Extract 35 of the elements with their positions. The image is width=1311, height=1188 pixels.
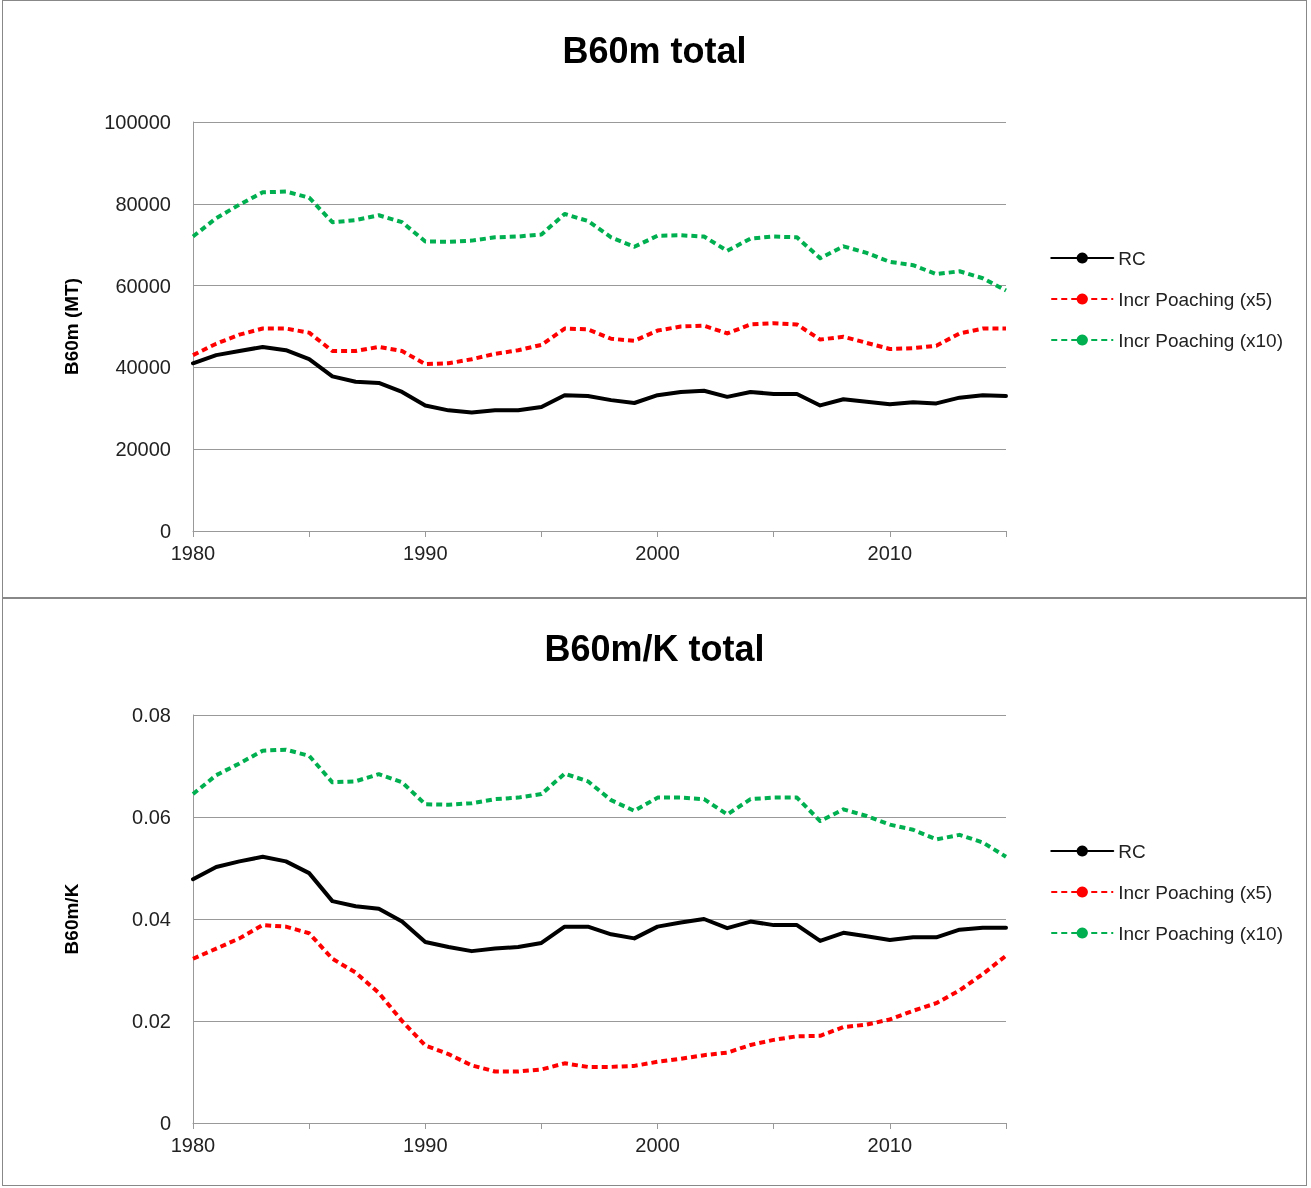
line-series	[191, 923, 1008, 1074]
line-series	[191, 321, 1008, 367]
x-tick-label: 1990	[403, 542, 448, 564]
line-series	[191, 189, 1008, 293]
y-tick-label: 0.06	[132, 806, 171, 828]
y-tick-label: 20000	[115, 438, 171, 461]
x-tick-label: 2010	[867, 542, 913, 564]
chart-title: B60m/K total	[544, 627, 765, 669]
legend-label: RC	[1118, 840, 1146, 862]
legend-label: Incr Poaching (x10)	[1118, 922, 1283, 944]
line-series	[191, 854, 1008, 954]
legend-label: Incr Poaching (x5)	[1118, 881, 1273, 903]
legend-label: Incr Poaching (x10)	[1118, 329, 1283, 351]
x-tick-label: 2000	[635, 1134, 680, 1156]
x-tick-label: 1990	[403, 1134, 448, 1156]
y-tick-label: 100000	[104, 111, 171, 133]
y-tick-label: 0.08	[132, 704, 171, 726]
x-tick-label: 1980	[170, 542, 216, 564]
x-tick-label: 2000	[635, 542, 680, 564]
y-tick-label: 0	[159, 1112, 171, 1134]
y-tick-label: 40000	[115, 356, 171, 379]
x-tick-label: 2010	[867, 1134, 913, 1156]
y-tick-label: 80000	[115, 192, 171, 215]
line-series	[191, 747, 1008, 859]
legend-label: Incr Poaching (x5)	[1118, 288, 1273, 310]
y-tick-label: 0	[159, 520, 171, 542]
line-series	[191, 344, 1008, 415]
chart-title: B60m total	[562, 29, 747, 71]
legend-label: RC	[1118, 247, 1146, 269]
y-axis-title: B60m (MT)	[61, 277, 82, 376]
x-tick-label: 1980	[170, 1134, 216, 1156]
y-tick-label: 60000	[115, 274, 171, 297]
y-axis-title: B60m/K	[61, 883, 82, 955]
y-tick-label: 0.04	[132, 908, 171, 930]
y-tick-label: 0.02	[132, 1010, 171, 1032]
